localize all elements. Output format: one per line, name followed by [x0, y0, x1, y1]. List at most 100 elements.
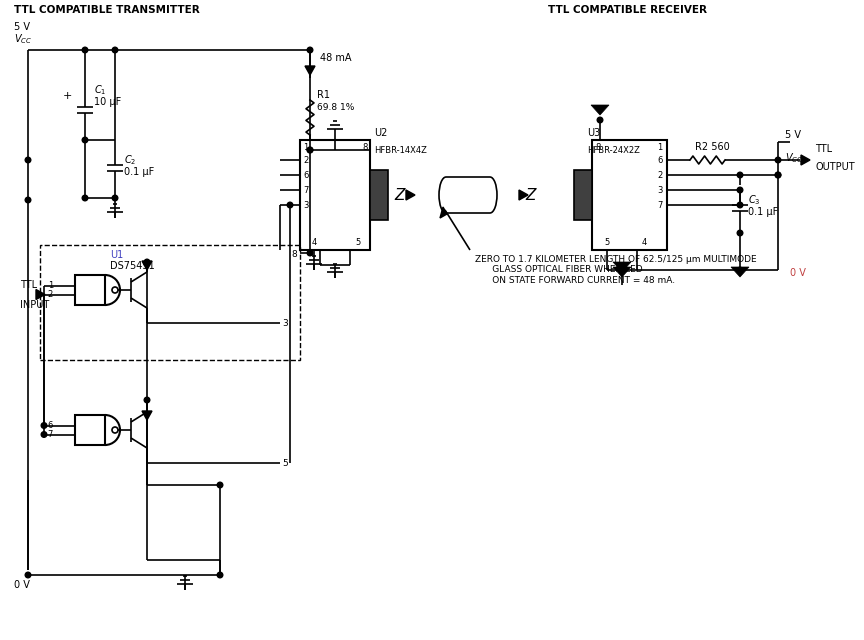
- Polygon shape: [142, 411, 152, 420]
- Text: 4: 4: [312, 238, 317, 247]
- Circle shape: [25, 157, 31, 163]
- Polygon shape: [591, 105, 609, 115]
- Polygon shape: [801, 155, 810, 165]
- Text: 10 μF: 10 μF: [94, 97, 121, 107]
- Text: 7: 7: [303, 186, 308, 195]
- Text: TTL: TTL: [815, 144, 832, 154]
- Circle shape: [308, 147, 313, 153]
- Circle shape: [82, 195, 88, 201]
- Polygon shape: [305, 66, 315, 75]
- Circle shape: [144, 259, 149, 265]
- Circle shape: [737, 172, 743, 178]
- Text: Z: Z: [525, 188, 536, 202]
- Text: 48 mA: 48 mA: [320, 53, 352, 63]
- Text: R1: R1: [317, 90, 330, 100]
- Text: TTL COMPATIBLE TRANSMITTER: TTL COMPATIBLE TRANSMITTER: [14, 5, 200, 15]
- Text: 6: 6: [48, 421, 53, 430]
- Text: 6: 6: [657, 156, 663, 164]
- Polygon shape: [142, 261, 152, 270]
- Circle shape: [737, 202, 743, 208]
- Bar: [592, 140, 667, 250]
- Text: DS75451: DS75451: [110, 261, 155, 271]
- Text: HFBR-14X4Z: HFBR-14X4Z: [374, 146, 427, 155]
- Text: 7: 7: [48, 430, 53, 439]
- Circle shape: [775, 172, 781, 178]
- Text: 5 V: 5 V: [14, 22, 30, 32]
- Text: 0.1 μF: 0.1 μF: [748, 207, 778, 217]
- Text: 6: 6: [303, 170, 308, 179]
- Text: $C_3$: $C_3$: [748, 193, 760, 207]
- Text: 0.1 μF: 0.1 μF: [124, 167, 155, 177]
- Text: R2 560: R2 560: [695, 142, 730, 152]
- Circle shape: [287, 202, 293, 208]
- Polygon shape: [613, 262, 631, 272]
- Text: 2: 2: [303, 156, 308, 164]
- Bar: [300, 140, 370, 250]
- Circle shape: [775, 172, 781, 178]
- Text: OUTPUT: OUTPUT: [815, 162, 854, 172]
- Text: U1: U1: [110, 250, 124, 260]
- Text: $V_{CC}$: $V_{CC}$: [14, 32, 32, 46]
- Bar: [40, 245, 300, 360]
- Circle shape: [217, 482, 223, 488]
- Circle shape: [737, 187, 743, 193]
- Text: 2: 2: [657, 170, 662, 179]
- Circle shape: [82, 47, 88, 53]
- Circle shape: [308, 147, 313, 153]
- Circle shape: [25, 197, 31, 203]
- Text: 1: 1: [657, 143, 662, 152]
- Text: 5 V: 5 V: [785, 130, 801, 140]
- Text: ZERO TO 1.7 KILOMETER LENGTH OF 62.5/125 μm MULTIMODE
      GLASS OPTICAL FIBER : ZERO TO 1.7 KILOMETER LENGTH OF 62.5/125…: [475, 255, 757, 285]
- Text: U2: U2: [374, 128, 387, 138]
- Text: 7: 7: [657, 200, 663, 209]
- Polygon shape: [406, 190, 415, 200]
- Text: 5: 5: [355, 238, 360, 247]
- Text: U3: U3: [587, 128, 600, 138]
- Polygon shape: [36, 289, 45, 300]
- Circle shape: [112, 427, 118, 433]
- Text: 3: 3: [303, 200, 308, 209]
- Polygon shape: [519, 190, 528, 200]
- Polygon shape: [731, 267, 749, 277]
- Circle shape: [597, 117, 603, 123]
- Text: $V_{CC}$: $V_{CC}$: [785, 151, 804, 165]
- Text: 8: 8: [291, 250, 297, 259]
- Text: 0 V: 0 V: [14, 580, 30, 590]
- Text: +: +: [62, 91, 72, 101]
- Circle shape: [775, 157, 781, 163]
- FancyBboxPatch shape: [75, 415, 105, 445]
- Text: 5: 5: [282, 458, 288, 467]
- Text: 1: 1: [303, 143, 308, 152]
- Circle shape: [112, 287, 118, 293]
- FancyBboxPatch shape: [75, 275, 105, 305]
- Text: $C_1$: $C_1$: [94, 83, 106, 97]
- Circle shape: [41, 432, 47, 437]
- Text: 69.8 1%: 69.8 1%: [317, 102, 354, 111]
- Circle shape: [144, 397, 149, 403]
- Text: TTL: TTL: [20, 280, 37, 289]
- Circle shape: [41, 422, 47, 428]
- Circle shape: [308, 250, 313, 256]
- Text: 8: 8: [595, 143, 600, 152]
- Circle shape: [112, 195, 118, 201]
- Text: 3: 3: [282, 319, 288, 328]
- Circle shape: [308, 47, 313, 53]
- Text: 2: 2: [48, 290, 53, 299]
- Text: HFBR-24X2Z: HFBR-24X2Z: [587, 146, 640, 155]
- Bar: [574, 170, 592, 220]
- Text: Z: Z: [395, 188, 405, 202]
- Polygon shape: [440, 207, 447, 218]
- Polygon shape: [613, 267, 631, 277]
- Text: INPUT: INPUT: [20, 300, 49, 310]
- Text: 4: 4: [642, 238, 647, 247]
- Text: $C_2$: $C_2$: [124, 153, 137, 167]
- Circle shape: [112, 47, 118, 53]
- Circle shape: [737, 230, 743, 236]
- Bar: [370, 170, 388, 220]
- Text: 8: 8: [362, 143, 367, 152]
- Text: 0 V: 0 V: [790, 268, 806, 278]
- Circle shape: [217, 572, 223, 578]
- Text: 3: 3: [657, 186, 663, 195]
- Text: 5: 5: [604, 238, 609, 247]
- Circle shape: [82, 137, 88, 143]
